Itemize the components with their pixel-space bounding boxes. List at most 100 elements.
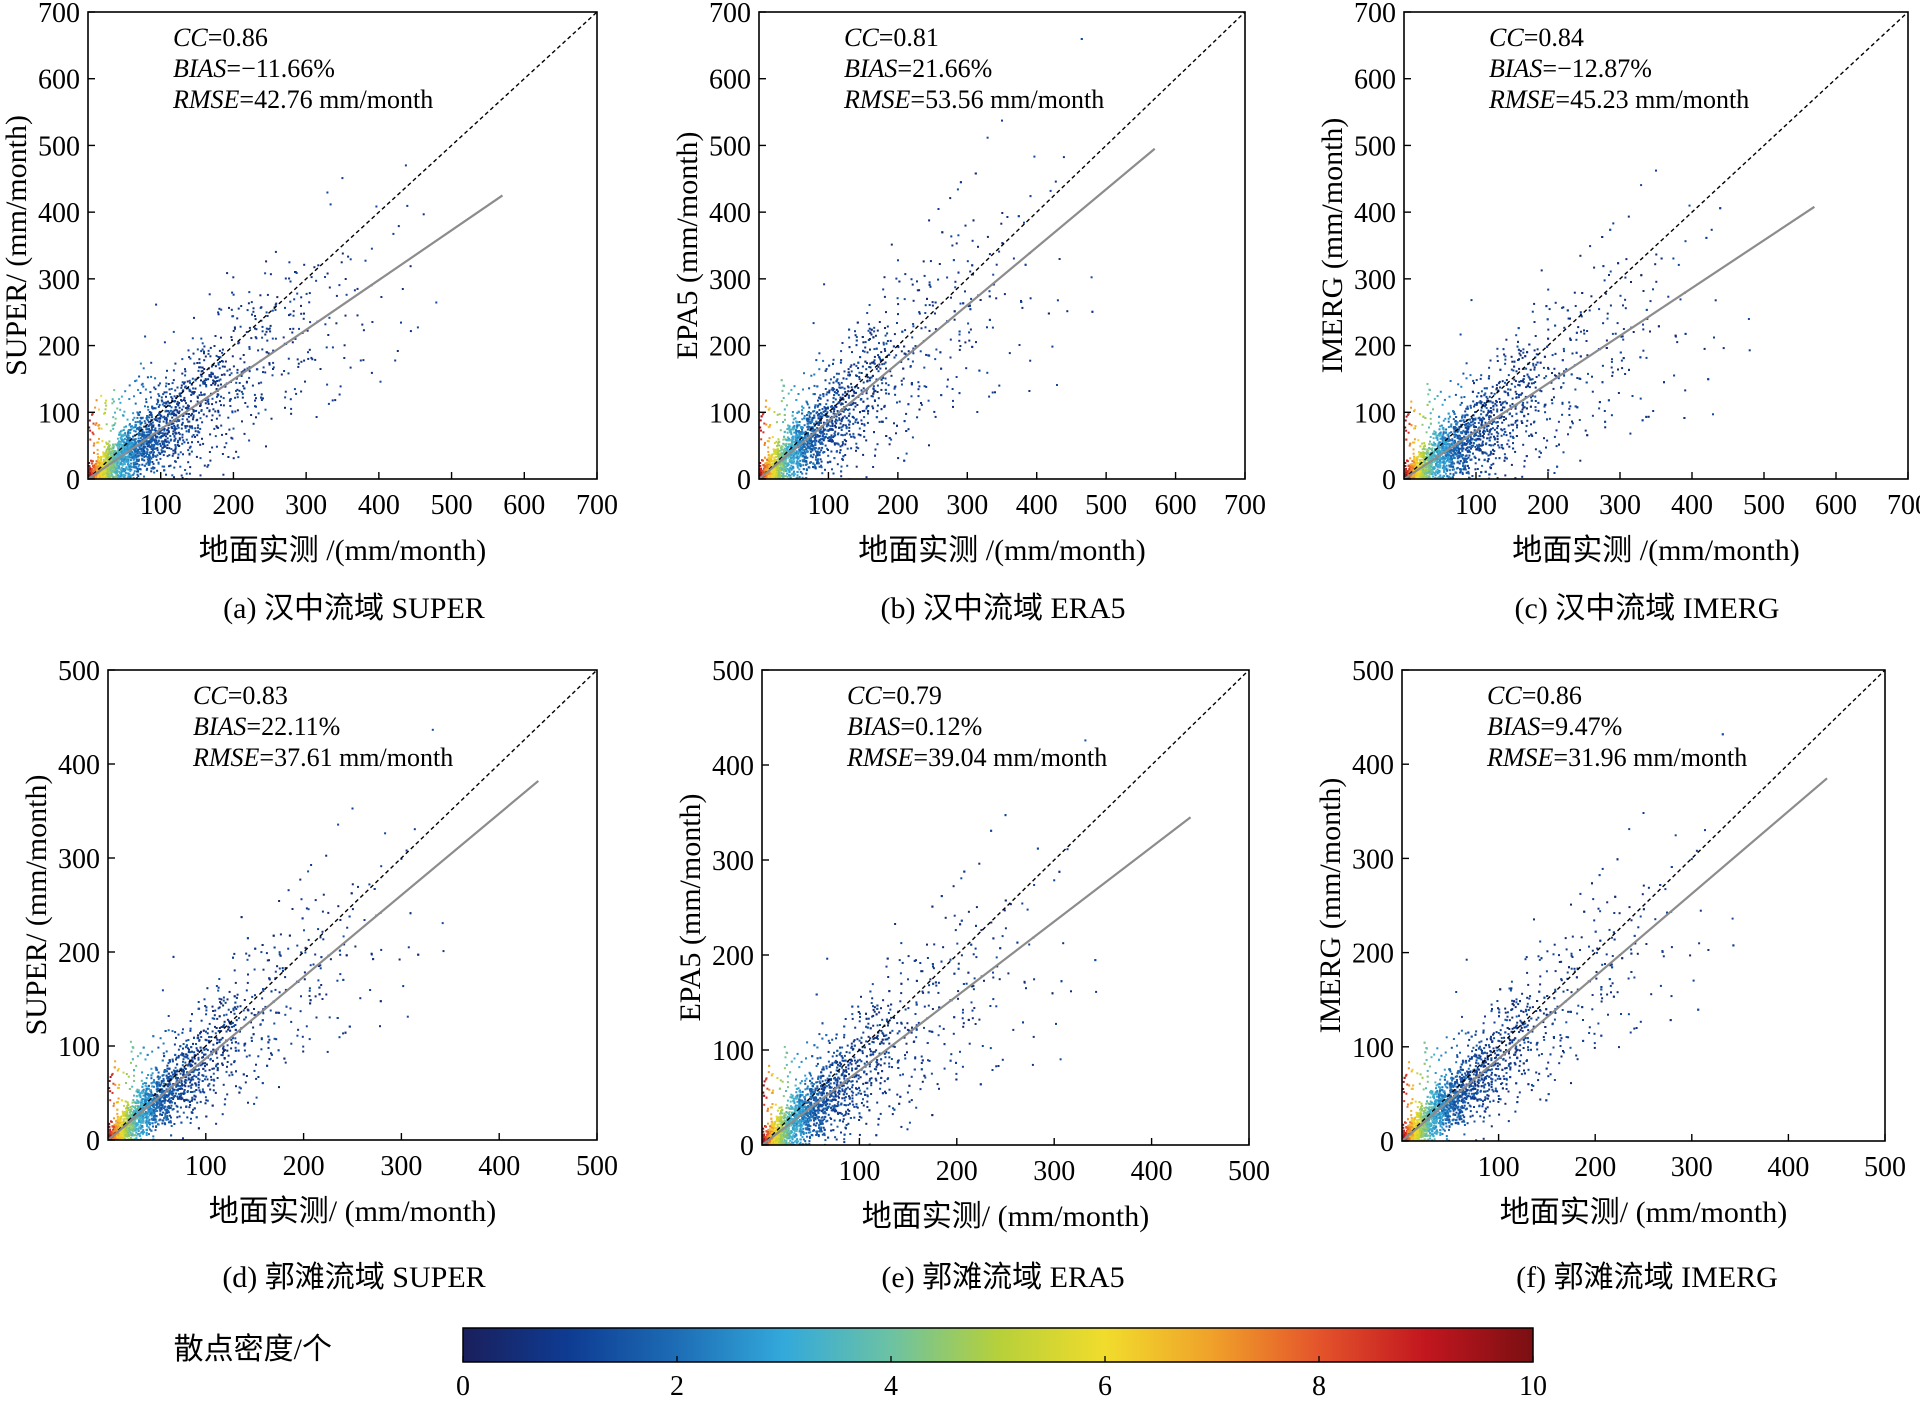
scatter-point [764, 468, 767, 470]
scatter-point [767, 426, 770, 429]
scatter-point [113, 451, 116, 454]
scatter-point [189, 466, 192, 469]
scatter-point [1062, 156, 1065, 159]
scatter-point [143, 475, 145, 478]
scatter-point [147, 464, 150, 466]
scatter-point [792, 438, 795, 440]
scatter-point [839, 422, 842, 425]
scatter-point [159, 445, 162, 447]
scatter-point [173, 412, 175, 415]
scatter-point [175, 420, 178, 423]
scatter-point [196, 426, 199, 429]
scatter-point [852, 422, 855, 425]
scatter-point [830, 388, 833, 391]
scatter-point [876, 384, 879, 387]
scatter-point [808, 416, 811, 419]
scatter-point [814, 441, 817, 444]
scatter-point [91, 470, 94, 473]
scatter-point [821, 408, 824, 410]
scatter-point [760, 429, 762, 432]
scatter-point [840, 350, 843, 353]
scatter-point [173, 435, 176, 438]
scatter-point [89, 438, 92, 441]
scatter-point [154, 427, 157, 430]
scatter-point [118, 453, 121, 456]
scatter-point [218, 349, 221, 352]
scatter-point [107, 459, 110, 462]
scatter-point [839, 399, 841, 402]
scatter-point [216, 376, 219, 379]
scatter-point [874, 334, 877, 337]
scatter-point [836, 463, 839, 466]
scatter-point [128, 447, 131, 450]
scatter-point [108, 471, 111, 474]
scatter-point [116, 465, 119, 468]
scatter-point [762, 469, 765, 472]
scatter-point [119, 437, 122, 440]
scatter-point [102, 477, 105, 479]
scatter-point [793, 451, 796, 454]
scatter-point [335, 294, 338, 297]
scatter-point [862, 349, 864, 352]
scatter-point [829, 405, 832, 408]
scatter-point [204, 399, 207, 401]
scatter-point [870, 328, 873, 331]
scatter-point [986, 136, 989, 139]
scatter-point [768, 437, 771, 440]
scatter-point [790, 439, 793, 442]
scatter-point [290, 412, 293, 415]
scatter-point [124, 390, 127, 393]
scatter-point [287, 357, 290, 360]
scatter-point [120, 440, 123, 443]
scatter-point [794, 445, 797, 448]
scatter-point [790, 468, 793, 471]
scatter-point [910, 383, 913, 386]
scatter-point [801, 476, 804, 479]
scatter-point [232, 293, 235, 296]
scatter-point [796, 464, 799, 467]
scatter-point [890, 438, 893, 441]
scatter-point [790, 440, 793, 443]
scatter-point [141, 447, 144, 450]
scatter-point [820, 466, 823, 469]
scatter-point [786, 467, 789, 470]
scatter-point [131, 456, 134, 459]
scatter-point [812, 410, 815, 413]
scatter-point [133, 444, 136, 447]
scatter-point [856, 404, 859, 406]
scatter-point [151, 435, 154, 438]
scatter-point [927, 399, 930, 402]
scatter-point [844, 454, 847, 456]
scatter-point [102, 475, 105, 478]
scatter-point [830, 421, 833, 424]
scatter-point [107, 474, 110, 477]
scatter-point [167, 430, 170, 433]
scatter-point [912, 347, 915, 350]
scatter-point [954, 280, 957, 283]
scatter-point [151, 406, 154, 409]
scatter-point [109, 466, 112, 469]
scatter-point [886, 325, 889, 328]
scatter-point [125, 456, 128, 459]
scatter-point [188, 472, 191, 475]
scatter-point [863, 424, 866, 427]
scatter-point [804, 451, 807, 454]
scatter-point [792, 456, 795, 459]
scatter-point [811, 456, 814, 459]
scatter-point [162, 428, 165, 431]
scatter-point [785, 469, 788, 472]
scatter-point [149, 423, 151, 426]
scatter-point [892, 345, 895, 348]
scatter-point [817, 452, 820, 455]
scatter-point [235, 389, 237, 392]
stat-rmse: RMSE=42.76 mm/month [172, 85, 433, 114]
scatter-point [813, 373, 816, 376]
scatter-point [343, 357, 346, 359]
scatter-point [833, 408, 836, 411]
scatter-point [167, 427, 170, 430]
scatter-point [168, 441, 171, 444]
scatter-point [785, 457, 788, 460]
scatter-point [995, 297, 998, 300]
scatter-point [168, 402, 171, 405]
scatter-point [129, 453, 132, 456]
